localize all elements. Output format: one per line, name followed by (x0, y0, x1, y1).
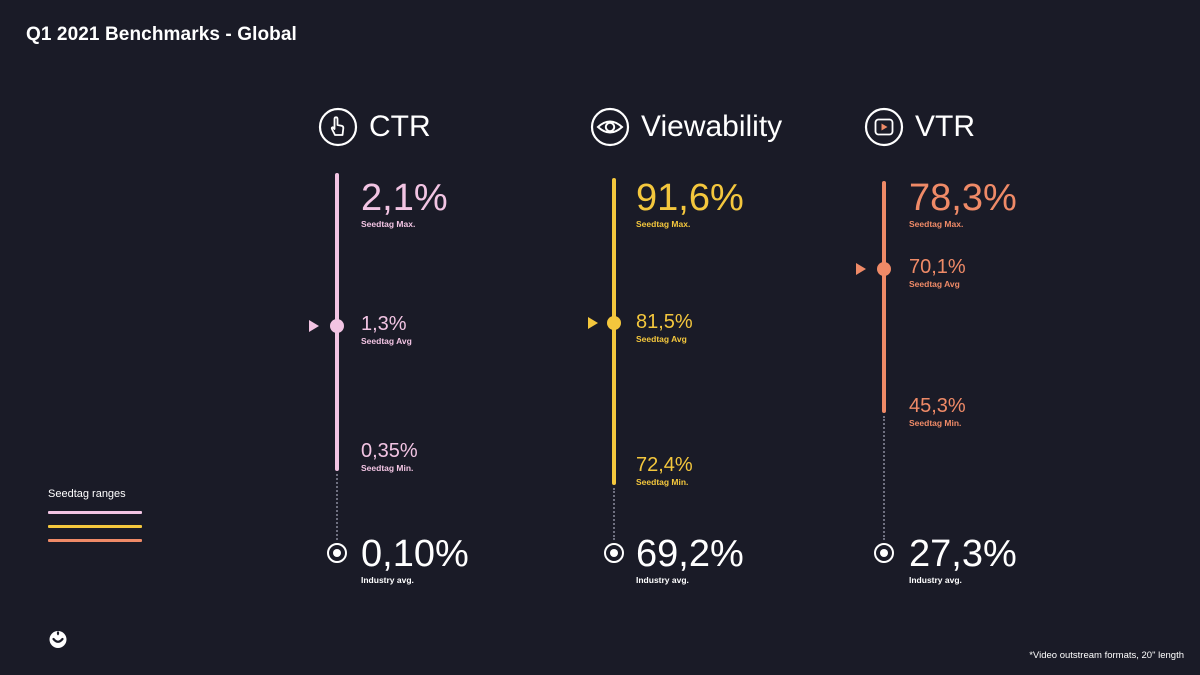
vtr-avg-label: Seedtag Avg (909, 279, 960, 289)
ctr-avg-value: 1,3% (361, 313, 407, 335)
ctr-industry-value: 0,10% (361, 533, 469, 575)
vtr-dotted-line (883, 416, 885, 540)
metric-name: CTR (369, 110, 431, 143)
legend-line-vtr (48, 539, 142, 542)
vtr-min: 45,3% Seedtag Min. (909, 396, 966, 428)
ctr-max-value: 2,1% (361, 177, 448, 219)
ctr-industry-marker (327, 543, 347, 563)
legend: Seedtag ranges (48, 488, 142, 542)
ctr-avg-dot (330, 319, 344, 333)
viewability-industry: 69,2% Industry avg. (636, 535, 744, 585)
viewability-max-label: Seedtag Max. (636, 219, 691, 229)
vtr-industry-value: 27,3% (909, 533, 1017, 575)
metric-header-ctr: CTR (318, 107, 431, 147)
footnote: *Video outstream formats, 20" length (1029, 650, 1184, 661)
vtr-max-label: Seedtag Max. (909, 219, 964, 229)
vtr-min-value: 45,3% (909, 395, 966, 417)
ctr-avg-label: Seedtag Avg (361, 336, 412, 346)
ctr-min-label: Seedtag Min. (361, 463, 414, 473)
ctr-industry-label: Industry avg. (361, 575, 414, 585)
ctr-min-value: 0,35% (361, 440, 418, 462)
ctr-avg: 1,3% Seedtag Avg (361, 314, 412, 346)
vtr-range-bar (882, 181, 886, 413)
viewability-avg-value: 81,5% (636, 311, 693, 333)
viewability-avg-label: Seedtag Avg (636, 334, 687, 344)
viewability-industry-value: 69,2% (636, 533, 744, 575)
ctr-min: 0,35% Seedtag Min. (361, 441, 418, 473)
ctr-industry: 0,10% Industry avg. (361, 535, 469, 585)
viewability-min-value: 72,4% (636, 454, 693, 476)
metric-name: VTR (915, 110, 975, 143)
viewability-dotted-line (613, 488, 615, 540)
page-title: Q1 2021 Benchmarks - Global (26, 24, 297, 45)
vtr-industry-label: Industry avg. (909, 575, 962, 585)
metric-header-viewability: Viewability (590, 107, 782, 147)
eye-icon (590, 107, 630, 147)
ctr-dotted-line (336, 474, 338, 540)
viewability-max-value: 91,6% (636, 177, 744, 219)
ctr-avg-arrow (309, 320, 319, 332)
viewability-max: 91,6% Seedtag Max. (636, 179, 744, 229)
play-icon (864, 107, 904, 147)
viewability-min: 72,4% Seedtag Min. (636, 455, 693, 487)
pointer-hand-icon (318, 107, 358, 147)
viewability-range-bar (612, 178, 616, 485)
legend-line-ctr (48, 511, 142, 514)
viewability-avg-arrow (588, 317, 598, 329)
vtr-max: 78,3% Seedtag Max. (909, 179, 1017, 229)
vtr-max-value: 78,3% (909, 177, 1017, 219)
vtr-avg-arrow (856, 263, 866, 275)
metric-name: Viewability (641, 110, 783, 143)
ctr-max-label: Seedtag Max. (361, 219, 416, 229)
legend-line-viewability (48, 525, 142, 528)
vtr-avg-dot (877, 262, 891, 276)
ctr-max: 2,1% Seedtag Max. (361, 179, 448, 229)
legend-title: Seedtag ranges (48, 488, 126, 500)
vtr-avg-value: 70,1% (909, 256, 966, 278)
viewability-min-label: Seedtag Min. (636, 477, 689, 487)
vtr-avg: 70,1% Seedtag Avg (909, 257, 966, 289)
viewability-avg: 81,5% Seedtag Avg (636, 312, 693, 344)
vtr-min-label: Seedtag Min. (909, 418, 962, 428)
seedtag-logo-icon (49, 631, 67, 648)
viewability-industry-label: Industry avg. (636, 575, 689, 585)
viewability-industry-marker (604, 543, 624, 563)
vtr-industry-marker (874, 543, 894, 563)
viewability-avg-dot (607, 316, 621, 330)
vtr-industry: 27,3% Industry avg. (909, 535, 1017, 585)
metric-header-vtr: VTR (864, 107, 975, 147)
